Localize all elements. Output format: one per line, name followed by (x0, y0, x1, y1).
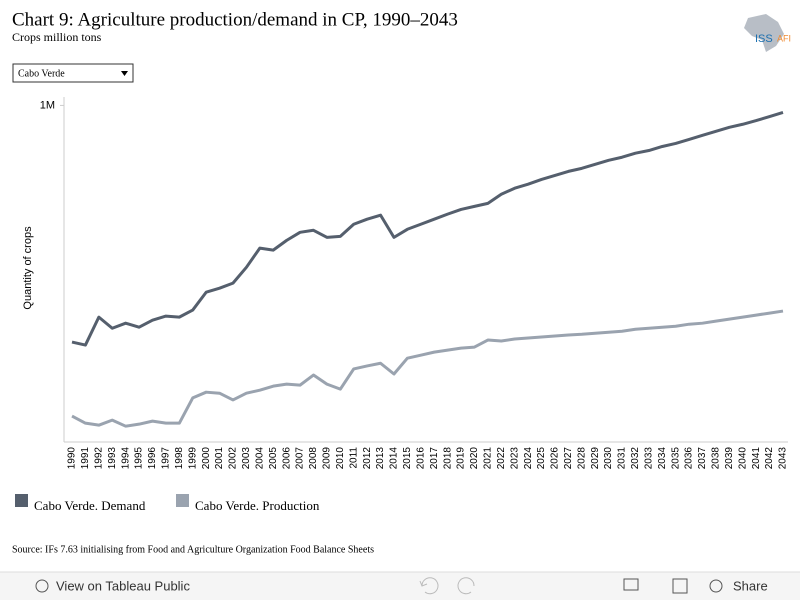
undo-icon[interactable] (419, 577, 439, 595)
x-tick-label: 2022 (496, 447, 507, 470)
dropdown-box[interactable] (12, 63, 134, 83)
tableau-icon[interactable] (35, 579, 49, 593)
x-tick-label: 1998 (174, 447, 185, 470)
redo-icon[interactable] (457, 577, 475, 595)
x-tick-label: 2003 (241, 447, 252, 470)
x-tick-label: 1991 (80, 447, 91, 470)
title: Chart 9: Agriculture production/demand i… (12, 9, 458, 30)
dropdown-value[interactable]: Cabo Verde (18, 68, 65, 79)
download-icon[interactable] (623, 578, 639, 591)
x-tick-label: 2009 (322, 447, 333, 470)
x-tick-label: 2039 (724, 447, 735, 470)
view-link[interactable]: View on Tableau Public (56, 578, 190, 593)
x-tick-label: 1992 (93, 447, 104, 470)
filter-dropdown[interactable]: Cabo Verde (12, 63, 134, 83)
logo: ISS (755, 33, 773, 45)
fullscreen-icon[interactable] (672, 578, 688, 594)
x-tick-label: 2020 (469, 447, 480, 470)
x-tick-label: 2010 (335, 447, 346, 470)
y-tick-label: 1M (40, 99, 55, 111)
x-tick-label: 2040 (737, 447, 748, 470)
x-tick-label: 2026 (550, 447, 561, 470)
x-tick-label: 2000 (201, 447, 212, 470)
subtitle: Crops million tons (12, 30, 102, 44)
x-tick-label: 2021 (483, 447, 494, 470)
x-tick-label: 2013 (375, 447, 386, 470)
x-tick-label: 2019 (456, 447, 467, 470)
x-tick-label: 2014 (389, 447, 400, 470)
x-tick-label: 2007 (295, 447, 306, 470)
x-tick-label: 2035 (670, 447, 681, 470)
x-tick-label: 2002 (228, 447, 239, 470)
x-tick-label: 2033 (643, 447, 654, 470)
y-axis-label: Quantity of crops (22, 226, 34, 310)
x-tick-label: 2031 (617, 447, 628, 470)
x-tick-label: 2037 (697, 447, 708, 470)
x-tick-label: 2006 (281, 447, 292, 470)
x-tick-label: 2042 (764, 447, 775, 470)
x-tick-label: 2032 (630, 447, 641, 470)
x-tick-label: 1996 (147, 447, 158, 470)
x-tick-label: 1997 (161, 447, 172, 470)
x-tick-label: 2012 (362, 447, 373, 470)
x-tick-label: 2027 (563, 447, 574, 470)
x-tick-label: 2015 (402, 447, 413, 470)
toolbar (0, 572, 800, 600)
x-tick-label: 2024 (523, 447, 534, 470)
x-tick-label: 2036 (684, 447, 695, 470)
x-tick-label: 2030 (603, 447, 614, 470)
x-tick-label: 2034 (657, 447, 668, 470)
x-tick-label: 1995 (134, 447, 145, 470)
line (71, 309, 784, 428)
legend-label: Cabo Verde. Production (195, 498, 320, 513)
x-tick-label: 2011 (348, 447, 359, 469)
x-tick-label: 1990 (67, 447, 78, 470)
dropdown-arrow[interactable] (121, 71, 128, 76)
x-tick-label: 2008 (308, 447, 319, 470)
x-tick-label: 2018 (442, 447, 453, 470)
x-tick-label: 1994 (120, 447, 131, 470)
x-tick-label: 2017 (429, 447, 440, 470)
x-tick-label: 2005 (268, 447, 279, 470)
x-tick-label: 2025 (536, 447, 547, 470)
x-tick-label: 1993 (107, 447, 118, 470)
source: Source: IFs 7.63 initialising from Food … (12, 544, 374, 555)
x-tick-label: 2028 (576, 447, 587, 470)
logo-suffix: AFI (777, 33, 791, 43)
share-button[interactable]: Share (733, 578, 768, 593)
x-tick-label: 2041 (751, 447, 762, 470)
legend-label: Cabo Verde. Demand (34, 498, 146, 513)
legend-swatch (15, 494, 28, 507)
share-icon[interactable] (709, 579, 723, 593)
x-tick-label: 2001 (214, 447, 225, 470)
x-tick-label: 2038 (711, 447, 722, 470)
x-tick-label: 2004 (254, 447, 265, 470)
x-tick-label: 2043 (778, 447, 789, 470)
x-tick-label: 2016 (415, 447, 426, 470)
x-tick-label: 1999 (187, 447, 198, 470)
x-tick-label: 2023 (509, 447, 520, 470)
logo-map (744, 14, 784, 52)
line (71, 111, 784, 347)
legend-swatch (176, 494, 189, 507)
x-tick-label: 2029 (590, 447, 601, 470)
